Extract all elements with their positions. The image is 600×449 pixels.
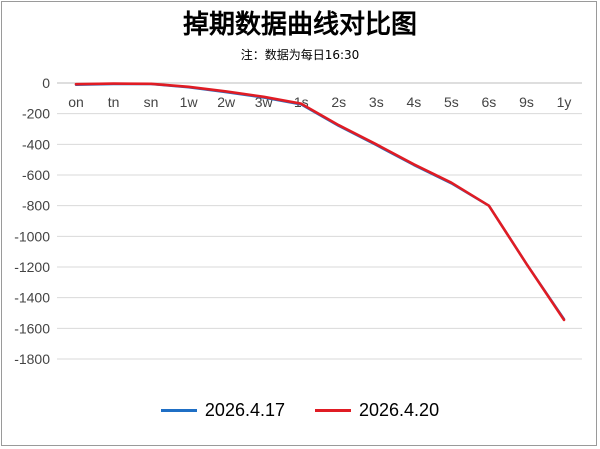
x-tick-label: 1w	[180, 94, 199, 110]
x-tick-label: 2w	[217, 94, 236, 110]
legend-label-2: 2026.4.20	[359, 400, 440, 420]
y-tick-label: -1000	[14, 228, 50, 244]
x-tick-label: 3s	[369, 94, 384, 110]
chart-subtitle: 注：数据为每日16:30	[240, 48, 360, 62]
x-tick-label: tn	[108, 94, 120, 110]
gridlines	[57, 82, 582, 360]
legend-item-1: 2026.4.17	[160, 400, 285, 421]
y-tick-label: -400	[22, 136, 50, 152]
x-tick-label: 6s	[482, 94, 497, 110]
x-tick-label: 5s	[444, 94, 459, 110]
x-tick-label: on	[68, 94, 84, 110]
x-tick-label: 9s	[519, 94, 534, 110]
legend-item-2: 2026.4.20	[315, 400, 439, 421]
series-line-2	[74, 82, 566, 322]
legend: 2026.4.17 2026.4.20	[0, 400, 600, 421]
series-line-1	[74, 82, 566, 321]
y-tick-label: -1800	[14, 351, 50, 367]
x-tick-label: 2s	[331, 94, 346, 110]
x-tick-label: sn	[144, 94, 159, 110]
y-tick-label: 0	[42, 75, 50, 91]
chart-title: 掉期数据曲线对比图	[182, 10, 417, 40]
x-tick-label: 4s	[406, 94, 421, 110]
y-tick-label: -600	[22, 167, 50, 183]
series-lines	[74, 82, 566, 322]
legend-swatch-1	[160, 409, 197, 412]
x-tick-label: 1y	[557, 94, 572, 110]
y-tick-label: -1200	[14, 259, 50, 275]
legend-swatch-2	[315, 409, 351, 412]
y-axis-ticks: 0 -200 -400 -600 -800 -1000 -1200 -1400 -1600 -18…	[14, 75, 50, 367]
y-tick-label: -1400	[14, 290, 50, 306]
legend-label-1: 2026.4.17	[204, 400, 285, 420]
x-axis-ticks: on tn sn 1w 2w 3w 1s 2s 3s 4s 5s 6s 9s 1y	[68, 94, 571, 110]
y-tick-label: -800	[22, 198, 50, 214]
y-tick-label: -1600	[14, 320, 50, 336]
y-tick-label: -200	[22, 106, 50, 122]
